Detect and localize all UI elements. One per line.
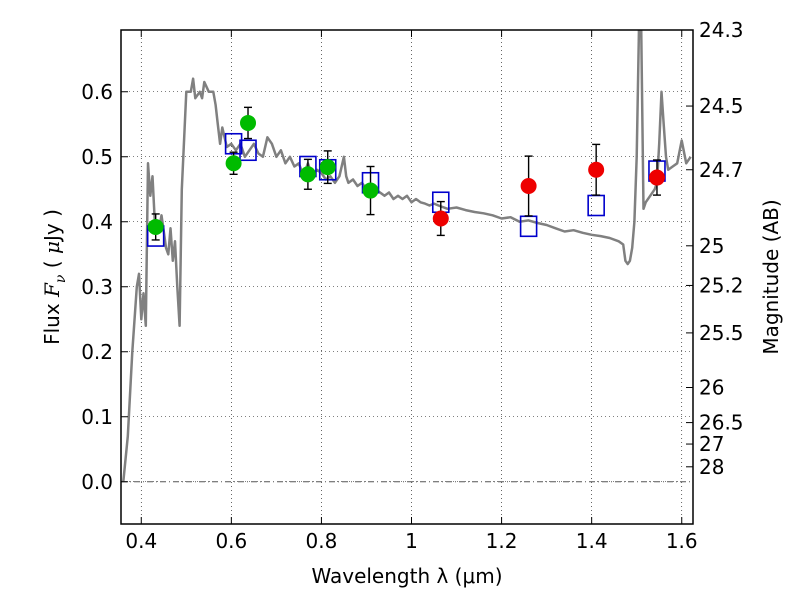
photometry-point xyxy=(319,159,336,176)
x-tick-label: 1.4 xyxy=(576,529,608,553)
y2-tick-label: 28 xyxy=(699,455,724,479)
photometry-point xyxy=(520,178,537,194)
model-spectrum-line xyxy=(122,30,692,482)
photometry-point xyxy=(225,155,242,172)
y2-tick-label: 25 xyxy=(699,234,724,258)
y2-tick-label: 25.5 xyxy=(699,321,744,345)
grid xyxy=(121,30,693,524)
y2-tick-label: 24.3 xyxy=(699,18,744,42)
plot-frame xyxy=(120,29,694,525)
photometry-point xyxy=(147,218,164,235)
x-tick-label: 0.6 xyxy=(215,529,247,553)
y-tick-label: 0.5 xyxy=(81,145,113,169)
y2-tick-label: 26 xyxy=(699,376,724,400)
y2-tick-label: 25.2 xyxy=(699,273,744,297)
x-tick-label: 1 xyxy=(405,529,418,553)
y2-axis-title: Magnitude (AB) xyxy=(759,199,783,354)
y-tick-label: 0.0 xyxy=(81,470,113,494)
plot-clip-group xyxy=(122,30,692,482)
photometry-point xyxy=(362,182,379,199)
y2-tick-label: 26.5 xyxy=(699,411,744,435)
y2-tick-label: 27 xyxy=(699,432,724,456)
y-axis-title-group: Flux Fν ( μJy ) xyxy=(40,209,69,345)
y-tick-label: 0.6 xyxy=(81,80,113,104)
x-axis-title: Wavelength λ (μm) xyxy=(311,564,502,588)
x-tick-label: 1.6 xyxy=(666,529,698,553)
photometry-point xyxy=(648,169,665,186)
y2-tick-label: 24.5 xyxy=(699,94,744,118)
axes: 0.4 0.6 0.8 1 1.2 1.4 1.6 0.0 0.1 0.2 0.3 0.4 0.5 0.6… xyxy=(81,18,743,553)
plot-area xyxy=(122,30,692,482)
y-tick-label: 0.3 xyxy=(81,275,113,299)
model-photometry-square xyxy=(587,194,605,217)
photometry-point xyxy=(299,166,316,183)
x-tick-label: 0.4 xyxy=(125,529,157,553)
x-tick-label: 0.8 xyxy=(306,529,338,553)
y2-tick-label: 24.7 xyxy=(699,158,744,182)
photometry-point xyxy=(240,114,257,131)
y2-axis-title-group: Magnitude (AB) xyxy=(759,199,783,354)
y-tick-label: 0.2 xyxy=(81,340,113,364)
y-tick-label: 0.1 xyxy=(81,405,113,429)
photometry-point xyxy=(432,210,449,227)
model-photometry-square xyxy=(239,139,257,162)
y-tick-label: 0.4 xyxy=(81,210,113,234)
y-axis-title: Flux Fν ( μJy ) xyxy=(40,209,69,345)
x-tick-label: 1.2 xyxy=(486,529,518,553)
photometry-point xyxy=(588,161,605,178)
